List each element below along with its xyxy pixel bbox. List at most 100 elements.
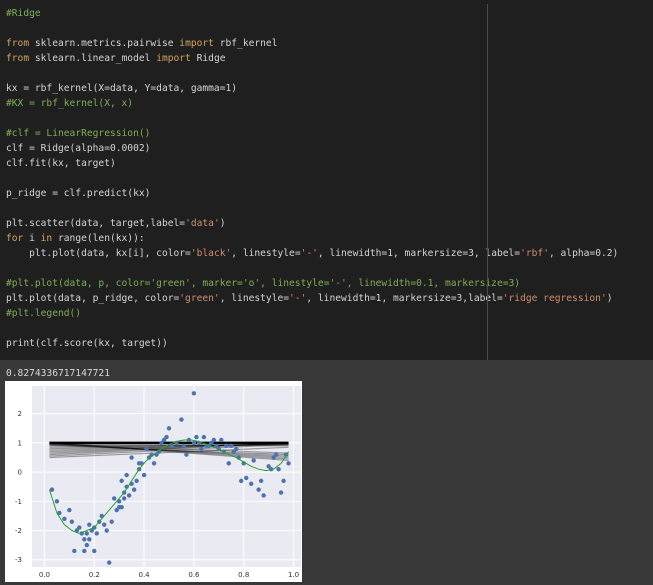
code-token: clf.fit(kx, target): [6, 158, 116, 169]
code-token: , linestyle=: [231, 248, 301, 259]
code-token: ): [606, 293, 613, 304]
data-point: [69, 519, 75, 524]
code-line[interactable]: #KX = rbf_kernel(X, x): [6, 96, 133, 111]
rbf-kernel-line: [49, 442, 289, 456]
code-line[interactable]: plt.scatter(data, target,label='data'): [6, 216, 226, 231]
code-token: #KX = rbf_kernel(X, x): [6, 98, 134, 109]
code-line[interactable]: #Ridge: [6, 6, 41, 21]
data-point: [194, 434, 199, 440]
data-point: [161, 437, 167, 443]
code-token: #clf = LinearRegression(): [6, 128, 151, 139]
code-cell[interactable]: #Ridge from sklearn.metrics.pairwise impo…: [0, 0, 653, 360]
data-point: [191, 440, 197, 446]
data-point: [276, 467, 281, 472]
x-tick-label: 1.0: [288, 571, 299, 579]
code-line[interactable]: from sklearn.linear_model import Ridge: [6, 51, 226, 66]
data-point: [273, 452, 279, 457]
data-point: [102, 522, 107, 527]
data-point: [131, 487, 137, 492]
data-point: [92, 548, 97, 554]
code-line[interactable]: #plt.plot(data, p, color='green', marker…: [6, 276, 520, 291]
data-point: [266, 464, 271, 469]
data-point: [119, 504, 124, 510]
data-point: [209, 440, 214, 446]
rbf-kernel-line: [49, 444, 289, 456]
y-tick-label: -2: [15, 527, 22, 535]
code-line[interactable]: print(clf.score(kx, target)): [6, 336, 168, 351]
code-token: #plt.plot(data, p, color='green', marker…: [6, 278, 521, 289]
data-point: [107, 560, 112, 565]
rbf-kernel-line: [49, 443, 289, 457]
code-token: 'black': [190, 248, 232, 259]
code-line[interactable]: plt.plot(data, p_ridge, color='green', l…: [6, 291, 613, 306]
code-token: import: [156, 53, 191, 64]
data-point: [231, 449, 236, 454]
data-point: [224, 443, 229, 449]
data-point: [62, 516, 67, 522]
y-tick-label: 2: [18, 410, 22, 418]
code-line[interactable]: from sklearn.metrics.pairwise import rbf…: [6, 36, 278, 51]
data-point: [191, 391, 197, 396]
code-line[interactable]: for i in range(len(kx)):: [6, 231, 145, 246]
data-point: [94, 531, 99, 536]
code-line[interactable]: #plt.legend(): [6, 306, 81, 321]
code-token: , linestyle=: [219, 293, 290, 304]
data-point: [87, 522, 92, 527]
rbf-kernel-line: [49, 442, 289, 453]
code-line[interactable]: kx = rbf_kernel(X=data, Y=data, gamma=1): [6, 81, 237, 96]
data-point: [244, 475, 249, 481]
rbf-kernel-line: [49, 443, 289, 450]
x-tick-label: 0.6: [188, 571, 200, 579]
code-token: p_ridge = clf.predict(kx): [6, 188, 151, 199]
code-token: rbf_kernel: [213, 38, 278, 49]
x-tick-label: 0.8: [238, 571, 249, 579]
data-point: [251, 458, 256, 463]
data-point: [121, 496, 127, 501]
rbf-kernel-line: [49, 443, 289, 457]
code-token: 'ridge regression': [502, 293, 607, 304]
code-token: , alpha=0.2): [548, 248, 619, 259]
data-point: [109, 519, 114, 524]
data-point: [77, 525, 82, 530]
rbf-kernel-line: [49, 443, 289, 448]
data-point: [199, 446, 204, 451]
data-point: [169, 443, 174, 449]
rbf-kernel-line: [49, 442, 289, 451]
code-token: '-': [300, 248, 318, 259]
data-point: [126, 493, 132, 498]
code-line[interactable]: plt.plot(data, kx[i], color='black', lin…: [6, 246, 618, 261]
data-point: [164, 434, 169, 440]
data-point: [141, 472, 147, 478]
code-line[interactable]: p_ridge = clf.predict(kx): [6, 186, 150, 201]
code-token: 'data': [185, 218, 220, 229]
code-token: sklearn.linear_model: [29, 53, 157, 64]
data-point: [258, 478, 264, 484]
code-line[interactable]: clf.fit(kx, target): [6, 156, 116, 171]
y-tick-label: -1: [15, 498, 22, 506]
code-line[interactable]: #clf = LinearRegression(): [6, 126, 150, 141]
data-point: [119, 478, 124, 484]
y-tick-label: -3: [15, 556, 22, 564]
x-tick-label: 0.2: [89, 571, 100, 579]
data-point: [256, 487, 261, 492]
cell-output-text: 0.8274336717147721: [6, 368, 110, 379]
data-point: [67, 507, 72, 513]
code-token: print(clf.score(kx, target)): [6, 338, 168, 349]
rbf-kernel-line: [49, 444, 289, 447]
code-token: plt.plot(data, kx[i], color=: [6, 248, 191, 259]
data-point: [234, 446, 239, 451]
data-point: [87, 537, 92, 542]
code-line[interactable]: clf = Ridge(alpha=0.0002): [6, 141, 150, 156]
data-point: [248, 481, 254, 486]
data-point: [104, 528, 109, 533]
rbf-kernel-line: [49, 442, 289, 460]
data-point: [144, 446, 149, 451]
code-token: import: [179, 38, 214, 49]
data-point: [159, 440, 164, 446]
code-token: plt.plot(data, p_ridge, color=: [6, 293, 180, 304]
data-point: [114, 507, 119, 513]
code-token: 'rbf': [520, 248, 549, 259]
rbf-kernel-line: [49, 442, 289, 459]
data-point: [134, 478, 139, 484]
data-point: [286, 461, 291, 466]
